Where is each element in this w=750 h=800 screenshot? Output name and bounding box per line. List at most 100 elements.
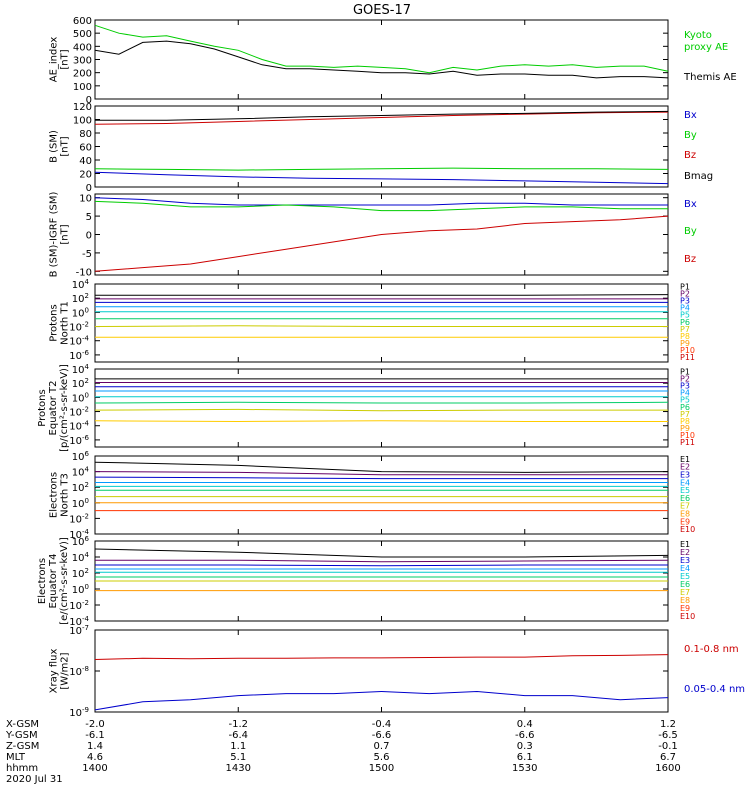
panel-ae: 0 100 200 300 400 500 600 AE_index [nT] Kyotoprox… (49, 16, 737, 106)
legend-entry: P8 (680, 332, 690, 341)
y-tick-base: 10 (69, 530, 82, 541)
y-tick-label: 600 (73, 16, 92, 27)
series-line-e1 (94, 461, 669, 473)
y-tick-label: 400 (73, 42, 92, 53)
legend-entry: 0.05-0.4 nm (684, 684, 745, 695)
y-tick-exponent: -2 (82, 406, 89, 414)
x-row-value: -0.4 (372, 719, 392, 730)
series-line-e3 (95, 564, 668, 567)
y-tick-base: 10 (72, 308, 85, 319)
y-axis-label: [nT] (60, 136, 71, 156)
y-tick-exponent: -9 (82, 706, 89, 714)
legend-entry: E1 (680, 455, 690, 464)
x-row-value: -6.6 (372, 730, 392, 741)
y-axis-label: North T3 (60, 473, 71, 517)
x-row-value: -2.0 (85, 719, 105, 730)
y-tick-label: 100 (72, 497, 89, 510)
y-axis-label: [nT] (60, 49, 71, 69)
legend-entry: Bx (684, 110, 697, 121)
panel-frame-pe (94, 368, 669, 448)
y-tick-label: 300 (73, 56, 92, 67)
legend-entry: P7 (680, 325, 690, 334)
legend-entry: P1 (680, 367, 690, 376)
panel-bigrf: -10 -5 0 5 10 B (SM)-IGRF (SM) [nT] Bx By Bz (49, 192, 697, 279)
legend-entry: E7 (680, 588, 690, 597)
panel-frame-ae (94, 19, 669, 100)
x-row-value: 1430 (226, 763, 251, 774)
y-tick-label: -10 (76, 267, 92, 278)
y-axis-label: Electrons (37, 558, 48, 604)
y-tick-label: 10-2 (69, 599, 89, 612)
y-tick-base: 10 (72, 280, 85, 291)
series-line-p8 (94, 420, 668, 423)
legend-entry: E9 (680, 517, 690, 526)
legend-entry: E8 (680, 509, 690, 518)
series-line-p7 (94, 408, 668, 412)
y-axis-label: B (SM)-IGRF (SM) (49, 192, 60, 278)
y-tick-base: 10 (69, 408, 82, 419)
y-tick-label: 100 (72, 306, 89, 319)
x-row-value: 1.2 (660, 719, 676, 730)
y-tick-label: 120 (73, 102, 92, 113)
legend-entry: P1 (680, 282, 690, 291)
y-axis-label: B (SM) (49, 130, 60, 163)
y-tick-exponent: -6 (82, 434, 90, 442)
legend-entry: P4 (680, 304, 690, 313)
legend-entry: E8 (680, 596, 690, 605)
y-tick-exponent: 4 (85, 278, 90, 286)
y-tick-exponent: 2 (85, 481, 89, 489)
series-line-0-1-0-8-nm (94, 654, 669, 660)
x-row-value: 6.7 (660, 752, 676, 763)
y-tick-label: 10-4 (69, 335, 89, 348)
y-tick-label: 0 (86, 95, 92, 106)
y-tick-label: 104 (72, 551, 90, 564)
x-row-value: 1.4 (87, 741, 103, 752)
legend-entry: Bz (684, 150, 696, 161)
x-row-value: 0.4 (517, 719, 533, 730)
y-axis-label: Equator T4 (48, 554, 59, 609)
x-row-label: Y-GSM (5, 730, 38, 741)
series-line-by (94, 167, 669, 171)
series-line-bz (94, 111, 669, 125)
y-tick-label: 60 (79, 143, 92, 154)
x-row-value: 1400 (82, 763, 107, 774)
y-tick-exponent: 4 (85, 363, 90, 371)
y-tick-exponent: 6 (85, 450, 90, 458)
y-tick-exponent: 0 (85, 391, 89, 399)
y-tick-base: 10 (69, 351, 82, 362)
y-axis-label: North T1 (60, 301, 71, 345)
y-axis-label: [W/m2] (60, 652, 71, 689)
legend-entry: E4 (680, 564, 690, 573)
y-axis-label: [e/(cm²-s-sr-keV)] (59, 537, 70, 625)
legend-entry: P2 (680, 289, 690, 298)
legend-entry: Bmag (684, 171, 713, 182)
x-row-value: 6.1 (517, 752, 533, 763)
y-tick-label: 100 (72, 391, 89, 404)
y-tick-base: 10 (69, 337, 82, 348)
legend-entry: P5 (680, 311, 690, 320)
x-row-value: -6.5 (658, 730, 678, 741)
series-line-p6 (94, 401, 669, 404)
x-row-label: Z-GSM (6, 741, 39, 752)
y-tick-label: 104 (72, 466, 90, 479)
legend-entry: P9 (680, 424, 690, 433)
y-tick-label: 10-6 (69, 434, 89, 447)
y-tick-label: 80 (79, 129, 92, 140)
legend-entry: E1 (680, 540, 690, 549)
x-row-value: 1.1 (230, 741, 246, 752)
legend-entry: E10 (680, 612, 695, 621)
legend-entry: By (684, 226, 697, 237)
legend-entry: E5 (680, 572, 690, 581)
legend-entry: P11 (680, 353, 695, 362)
y-tick-base: 10 (72, 569, 85, 580)
y-tick-base: 10 (72, 468, 85, 479)
y-tick-label: 10-6 (69, 349, 89, 362)
y-tick-label: 10-4 (69, 615, 89, 628)
y-tick-exponent: -2 (82, 512, 89, 520)
x-axis-date: 2020 Jul 31 (6, 774, 63, 785)
y-tick-label: 20 (79, 170, 92, 181)
legend-entry: P6 (680, 318, 690, 327)
